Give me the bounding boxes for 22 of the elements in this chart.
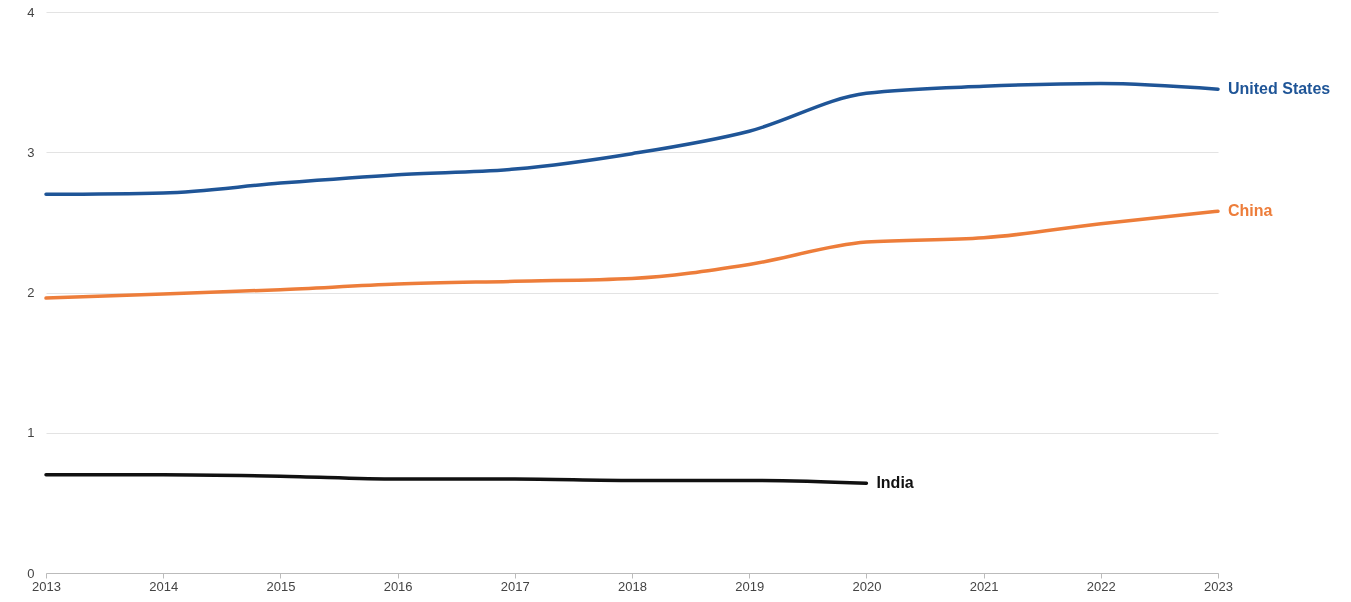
- y-tick-label: 4: [27, 4, 35, 20]
- x-tick-label: 2017: [500, 578, 530, 594]
- line-series: [44, 209, 1220, 300]
- x-tick-label: 2015: [266, 578, 296, 594]
- y-tick-label: 2: [27, 285, 35, 300]
- x-tick-label: 2016: [383, 578, 413, 594]
- x-tick-label: 2013: [32, 578, 61, 594]
- x-tick-label: 2014: [149, 578, 179, 594]
- series-label: United States: [1228, 80, 1331, 98]
- x-tick-label: 2019: [735, 578, 765, 594]
- x-tick-label: 2023: [1204, 578, 1233, 594]
- line-series: [44, 81, 1220, 197]
- x-tick-label: 2020: [852, 578, 882, 594]
- x-tick-label: 2018: [618, 578, 647, 594]
- line-series: [44, 473, 869, 485]
- x-tick-label: 2021: [969, 578, 999, 594]
- y-tick-label: 1: [27, 425, 35, 441]
- y-tick-label: 3: [27, 144, 35, 160]
- series-label: China: [1228, 202, 1273, 220]
- x-tick-label: 2022: [1086, 578, 1116, 594]
- y-tick-label: 0: [27, 565, 35, 581]
- series-label: India: [876, 474, 914, 492]
